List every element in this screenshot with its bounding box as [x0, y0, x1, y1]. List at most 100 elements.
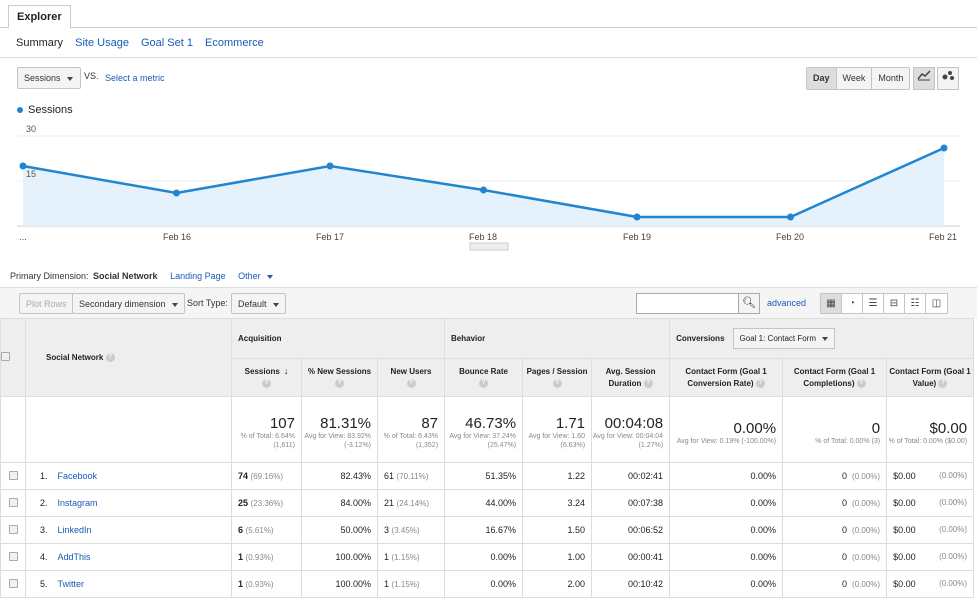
- range-week-button[interactable]: Week: [837, 68, 873, 89]
- col-new-sessions[interactable]: % New Sessions?: [301, 358, 378, 397]
- select-all-checkbox[interactable]: [1, 352, 10, 361]
- bounce-rate-cell: 0.00%: [444, 543, 524, 571]
- help-icon[interactable]: ?: [479, 378, 489, 388]
- tab-explorer[interactable]: Explorer: [8, 5, 71, 29]
- new-users-pct: (70.11%): [396, 472, 429, 481]
- row-dimension-cell: 1. Facebook: [25, 462, 232, 490]
- subtab-summary[interactable]: Summary: [16, 37, 64, 49]
- col-label: Contact Form (Goal 1 Completions): [793, 366, 876, 388]
- col-goal-value[interactable]: Contact Form (Goal 1 Value) ?: [886, 358, 975, 397]
- data-point[interactable]: [940, 144, 948, 152]
- col-avg-session-duration[interactable]: Avg. Session Duration ?: [591, 358, 671, 397]
- goal-value: $0.00: [893, 552, 916, 562]
- row-checkbox[interactable]: [8, 524, 18, 534]
- help-icon[interactable]: ?: [105, 353, 115, 363]
- percentage-view-icon[interactable]: ◔: [842, 294, 863, 313]
- row-dimension-cell: 2. Instagram: [25, 489, 232, 517]
- data-point[interactable]: [480, 186, 487, 194]
- data-point[interactable]: [633, 213, 641, 221]
- sessions-pct: (23.36%): [250, 499, 283, 508]
- dimension-header[interactable]: Social Network ?: [25, 318, 232, 397]
- total-value: 81.31%: [320, 415, 371, 432]
- goal-value-cell: $0.00 (0.00%): [886, 543, 975, 571]
- data-point[interactable]: [787, 213, 794, 221]
- table-row: 5. Twitter 1 (0.93%) 100.00% 1 (1.15%) 0.00% 2…: [0, 570, 975, 598]
- x-tick-label: Feb 19: [623, 232, 651, 242]
- help-icon[interactable]: ?: [938, 378, 948, 388]
- total-value: $0.00: [929, 419, 968, 437]
- col-bounce-rate[interactable]: Bounce Rate?: [444, 358, 524, 397]
- plot-rows-button[interactable]: Plot Rows: [19, 293, 74, 314]
- help-icon[interactable]: ?: [335, 378, 344, 388]
- total-value: 46.73%: [465, 415, 517, 432]
- goal-select[interactable]: Goal 1: Contact Form: [732, 328, 836, 349]
- help-icon[interactable]: ?: [755, 378, 765, 388]
- data-point[interactable]: [173, 189, 180, 197]
- data-point[interactable]: [19, 162, 27, 170]
- new-users-value: 61: [384, 471, 395, 481]
- data-table-view-icon[interactable]: ▦: [821, 294, 842, 313]
- conversions-label: Conversions: [676, 334, 725, 343]
- row-checkbox[interactable]: [8, 578, 18, 588]
- metric-select[interactable]: Sessions: [17, 67, 81, 89]
- social-network-link[interactable]: Instagram: [57, 498, 98, 508]
- secondary-dimension-select[interactable]: Secondary dimension: [72, 293, 185, 314]
- row-checkbox[interactable]: [8, 497, 18, 507]
- primary-dimension-landing-page[interactable]: Landing Page: [170, 271, 226, 281]
- duration-cell: 00:02:41: [591, 462, 671, 490]
- col-goal-completions[interactable]: Contact Form (Goal 1 Completions) ?: [782, 358, 888, 397]
- conv-rate-cell: 0.00%: [669, 489, 784, 517]
- col-pages-session[interactable]: Pages / Session ?: [522, 358, 593, 397]
- social-network-link[interactable]: Twitter: [57, 579, 85, 589]
- line-chart-icon[interactable]: [913, 67, 935, 90]
- select-metric-link[interactable]: Select a metric: [105, 73, 165, 83]
- goal-select-label: Goal 1: Contact Form: [739, 334, 817, 343]
- chevron-down-icon: [822, 336, 829, 341]
- table-search-input[interactable]: 🔍︎: [636, 293, 760, 314]
- date-granularity-group: Day Week Month: [806, 67, 911, 90]
- term-cloud-view-icon[interactable]: ☷: [905, 294, 926, 313]
- help-icon[interactable]: ?: [643, 378, 653, 388]
- col-label: Avg. Session Duration: [605, 366, 656, 388]
- new-users-value: 21: [384, 498, 395, 508]
- social-network-link[interactable]: Facebook: [57, 471, 98, 481]
- advanced-filter-link[interactable]: advanced: [767, 298, 807, 308]
- series-points: [19, 144, 948, 221]
- total-cell: $0.00% of Total: 0.00% ($0.00): [886, 396, 975, 463]
- series-area: [23, 148, 944, 226]
- motion-chart-icon[interactable]: [937, 67, 959, 90]
- col-sessions[interactable]: Sessions ↓?: [231, 358, 302, 397]
- primary-dimension-other[interactable]: Other: [238, 271, 273, 281]
- pivot-view-icon[interactable]: ◫: [931, 298, 942, 309]
- chart-resize-handle[interactable]: [469, 242, 509, 251]
- goal-value: $0.00: [893, 579, 916, 589]
- subtab-site-usage[interactable]: Site Usage: [75, 37, 129, 49]
- total-cell: 87% of Total: 6.43% (1,352): [376, 396, 446, 463]
- range-day-button[interactable]: Day: [807, 68, 837, 89]
- row-checkbox[interactable]: [8, 470, 18, 480]
- select-all-cell: [0, 318, 26, 397]
- subtab-goal-set-1[interactable]: Goal Set 1: [141, 37, 193, 49]
- row-checkbox[interactable]: [8, 551, 18, 561]
- goal-value: $0.00: [893, 525, 916, 535]
- help-icon[interactable]: ?: [406, 378, 416, 388]
- comparison-view-icon[interactable]: ⊟: [884, 294, 905, 313]
- sort-type-select[interactable]: Default: [231, 293, 286, 314]
- social-network-link[interactable]: AddThis: [57, 552, 91, 562]
- data-point[interactable]: [326, 162, 334, 170]
- bounce-rate-cell: 16.67%: [444, 516, 524, 544]
- help-icon[interactable]: ?: [552, 378, 562, 388]
- search-icon[interactable]: 🔍︎: [738, 294, 759, 313]
- col-new-users[interactable]: New Users?: [376, 358, 446, 397]
- social-network-link[interactable]: LinkedIn: [57, 525, 92, 535]
- range-month-button[interactable]: Month: [878, 73, 904, 83]
- secondary-dimension-label: Secondary dimension: [79, 299, 166, 309]
- subtab-ecommerce[interactable]: Ecommerce: [205, 37, 264, 49]
- help-icon[interactable]: ?: [262, 379, 271, 389]
- sessions-cell: 25 (23.36%): [231, 489, 302, 517]
- col-goal-conversion-rate[interactable]: Contact Form (Goal 1 Conversion Rate) ?: [669, 358, 784, 397]
- new-sessions-cell: 100.00%: [301, 570, 378, 598]
- primary-dimension-social-network[interactable]: Social Network: [93, 271, 158, 281]
- performance-view-icon[interactable]: ☰: [863, 294, 884, 313]
- help-icon[interactable]: ?: [856, 378, 866, 388]
